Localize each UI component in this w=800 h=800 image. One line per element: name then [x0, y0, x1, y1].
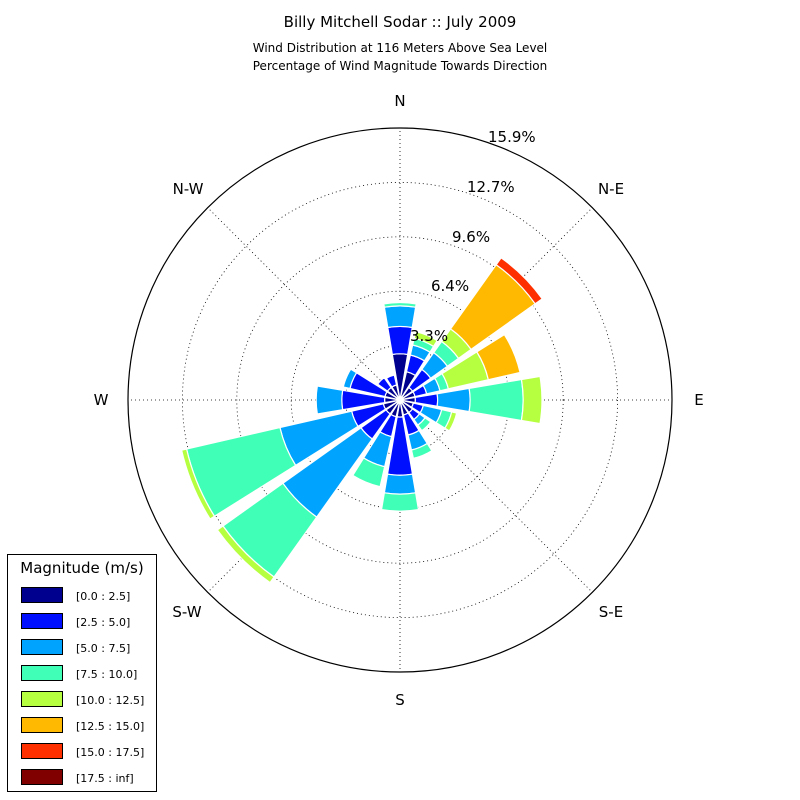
legend-swatch	[21, 587, 63, 603]
grid-ring-3	[236, 236, 564, 564]
wind-bar-segment	[385, 374, 398, 388]
direction-labels: N N-E E S-E S S-W W N-W	[94, 92, 704, 709]
wind-bars	[180, 256, 544, 584]
legend-swatch	[21, 769, 63, 785]
legend-swatch	[21, 691, 63, 707]
legend-label: [7.5 : 10.0]	[76, 668, 138, 681]
legend-swatch	[21, 613, 63, 629]
legend-swatch	[21, 743, 63, 759]
direction-label-nw: N-W	[173, 180, 204, 198]
wind-bar-segment	[342, 368, 358, 390]
ring-labels: 3.3% 6.4% 9.6% 12.7% 15.9%	[410, 128, 536, 345]
legend-title: Magnitude (m/s)	[20, 559, 144, 577]
ring-label-3: 9.6%	[452, 228, 490, 246]
direction-label-se: S-E	[599, 603, 623, 621]
direction-label-sw: S-W	[172, 603, 201, 621]
legend-label: [0.0 : 2.5]	[76, 590, 131, 603]
legend-swatch	[21, 665, 63, 681]
wind-bar-segment	[383, 473, 417, 495]
wind-bar-segment	[383, 301, 417, 308]
wind-bar-segment	[383, 305, 417, 329]
wind-bar-segment	[380, 492, 420, 512]
outer-circle	[127, 127, 673, 673]
wind-bar-segment	[495, 256, 544, 305]
direction-label-n: N	[394, 92, 405, 110]
wind-bar-segment	[413, 330, 439, 348]
ring-label-4: 12.7%	[467, 178, 515, 196]
legend-label: [10.0 : 12.5]	[76, 694, 145, 707]
wind-bar-segment	[180, 448, 216, 520]
chart-subtitle-line1: Wind Distribution at 116 Meters Above Se…	[252, 41, 548, 55]
grid-ring-4	[181, 181, 619, 619]
chart-title: Billy Mitchell Sodar :: July 2009	[283, 13, 517, 31]
wind-bar-segment	[444, 411, 458, 432]
grid-spoke	[207, 207, 401, 401]
direction-label-ne: N-E	[598, 180, 624, 198]
wind-bar-segment	[417, 417, 432, 432]
ring-label-1: 3.3%	[410, 327, 448, 345]
wind-bar-segment	[520, 375, 543, 425]
direction-label-e: E	[694, 391, 703, 409]
legend-label: [12.5 : 15.0]	[76, 720, 145, 733]
legend-label: [2.5 : 5.0]	[76, 616, 131, 629]
legend-label: [17.5 : inf]	[76, 772, 134, 785]
legend-swatch	[21, 639, 63, 655]
wind-bar-segment	[216, 525, 275, 584]
direction-label-w: W	[94, 391, 109, 409]
legend: Magnitude (m/s) [0.0 : 2.5] [2.5 : 5.0] …	[7, 554, 157, 792]
wind-bar-segment	[351, 457, 386, 488]
ring-label-2: 6.4%	[431, 277, 469, 295]
grid-spoke	[399, 399, 593, 593]
chart-subtitle-line2: Percentage of Wind Magnitude Towards Dir…	[252, 59, 548, 73]
legend-swatch	[21, 717, 63, 733]
ring-label-5: 15.9%	[488, 128, 536, 146]
legend-label: [5.0 : 7.5]	[76, 642, 131, 655]
wind-bar-segment	[436, 387, 471, 413]
direction-label-s: S	[395, 691, 405, 709]
wind-bar-segment	[376, 376, 392, 392]
wind-bar-segment	[387, 325, 413, 356]
wind-bar-segment	[315, 385, 344, 415]
wind-bar-segment	[410, 442, 433, 460]
wind-bar-segment	[468, 378, 524, 422]
wind-bar-segment	[476, 333, 521, 381]
legend-label: [15.0 : 17.5]	[76, 746, 145, 759]
